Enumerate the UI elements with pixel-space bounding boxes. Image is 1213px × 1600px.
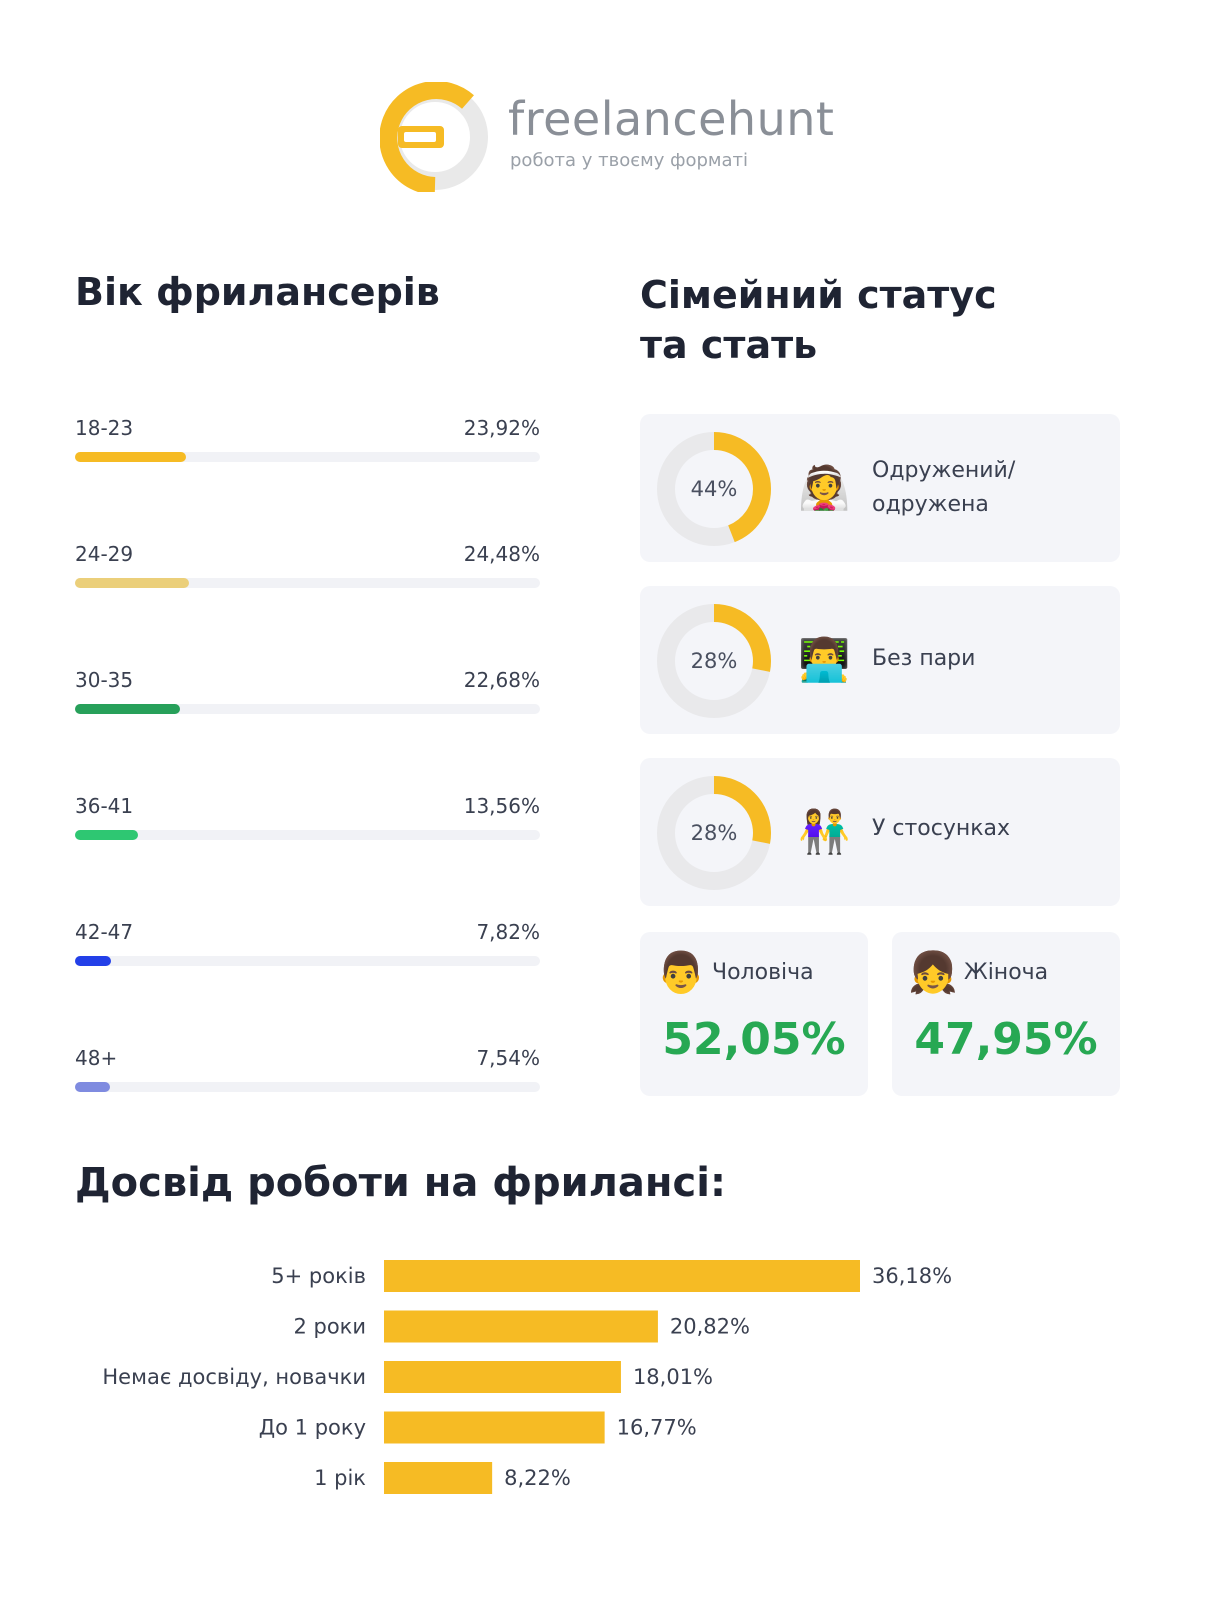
brand-name: freelancehunt (508, 92, 835, 146)
experience-category-label: 5+ років (271, 1264, 366, 1288)
status-percent: 28% (690, 649, 738, 673)
experience-bar (384, 1361, 621, 1393)
experience-bar-value: 36,18% (872, 1264, 952, 1288)
status-label-line1: Одружений/ (872, 458, 1016, 483)
gender-label: Жіноча (964, 960, 1049, 985)
couple-icon: 👫 (798, 808, 851, 855)
bride-icon: 👰 (798, 464, 851, 511)
brand-tagline: робота у твоєму форматі (510, 150, 749, 171)
donut-chart (657, 604, 771, 718)
age-bar-label: 36-41 (75, 794, 134, 818)
age-bar-row: 24-29 24,48% (75, 542, 540, 602)
status-label: Без пари (872, 646, 976, 671)
experience-bar-value: 20,82% (670, 1315, 750, 1339)
age-bar-label: 24-29 (75, 542, 134, 566)
age-bar-value: 13,56% (463, 794, 540, 818)
donut-arc (657, 432, 771, 546)
donut-chart (657, 432, 771, 546)
experience-bar (384, 1260, 860, 1292)
age-bar-value: 7,82% (476, 920, 540, 944)
experience-bar-value: 18,01% (633, 1365, 713, 1389)
age-bar-row: 36-41 13,56% (75, 794, 540, 854)
status-label: У стосунках (872, 816, 1011, 841)
freelancehunt-logo-icon (380, 82, 488, 192)
gender-value: 52,05% (662, 1014, 846, 1065)
family-title-line1: Сімейний статус (640, 273, 997, 317)
gender-label: Чоловіча (712, 960, 814, 985)
experience-category-label: 1 рік (314, 1466, 366, 1490)
experience-section-title: Досвід роботи на фрилансі: (75, 1160, 726, 1206)
experience-bar-chart: 5+ років 36,18% 2 роки 20,82% Немає досвіду,… (102, 1260, 952, 1494)
age-bar (75, 830, 139, 840)
experience-category-label: Немає досвіду, новачки (102, 1365, 366, 1389)
age-bar-track (75, 452, 540, 462)
age-bar-value: 24,48% (463, 542, 540, 566)
status-card-married: 44% 👰 Одружений/ одружена (640, 414, 1120, 562)
status-label-line2: одружена (872, 492, 989, 517)
experience-bar (384, 1310, 658, 1343)
donut-chart (657, 776, 771, 890)
experience-bar (384, 1462, 493, 1494)
age-bar-label: 30-35 (75, 668, 134, 692)
age-section-title: Вік фрилансерів (75, 270, 440, 314)
status-label: Одружений/ одружена (872, 454, 1015, 522)
age-bar-track (75, 578, 540, 588)
age-bar-value: 7,54% (476, 1046, 540, 1070)
experience-bar (384, 1411, 605, 1444)
age-bar-label: 48+ (75, 1046, 118, 1070)
experience-category-label: 2 роки (293, 1315, 366, 1339)
age-bar (75, 578, 189, 588)
age-bar-value: 23,92% (463, 416, 540, 440)
man-icon: 👨 (656, 951, 706, 995)
logo: freelancehunt робота у твоєму форматі (380, 82, 834, 194)
status-percent: 44% (690, 477, 738, 501)
donut-arc (657, 776, 771, 890)
family-section-title: Сімейний статус та стать (640, 270, 1160, 370)
experience-bar-value: 16,77% (617, 1416, 697, 1440)
donut-arc (657, 604, 771, 718)
age-bar (75, 704, 181, 714)
age-bar (75, 1082, 111, 1092)
status-percent: 28% (690, 821, 738, 845)
gender-card-male: 👨 Чоловіча 52,05% (640, 932, 868, 1096)
age-bar-row: 42-47 7,82% (75, 920, 540, 980)
age-bar-label: 42-47 (75, 920, 134, 944)
girl-icon: 👧 (908, 951, 958, 995)
status-card-single: 28% 👨‍💻 Без пари (640, 586, 1120, 734)
age-bar-row: 48+ 7,54% (75, 1046, 540, 1106)
age-bar-track (75, 830, 540, 840)
age-bar (75, 452, 187, 462)
gender-value: 47,95% (914, 1014, 1098, 1065)
age-bar-row: 18-23 23,92% (75, 416, 540, 476)
family-title-line2: та стать (640, 323, 818, 367)
age-bar-row: 30-35 22,68% (75, 668, 540, 728)
experience-category-label: До 1 року (259, 1416, 366, 1440)
age-bar-track (75, 704, 540, 714)
status-card-relationship: 28% 👫 У стосунках (640, 758, 1120, 906)
age-bar-track (75, 956, 540, 966)
age-bar (75, 956, 112, 966)
gender-card-female: 👧 Жіноча 47,95% (892, 932, 1120, 1096)
age-bar-value: 22,68% (463, 668, 540, 692)
technologist-icon: 👨‍💻 (798, 636, 851, 683)
age-bar-label: 18-23 (75, 416, 134, 440)
experience-bar-value: 8,22% (504, 1466, 571, 1490)
age-bar-track (75, 1082, 540, 1092)
